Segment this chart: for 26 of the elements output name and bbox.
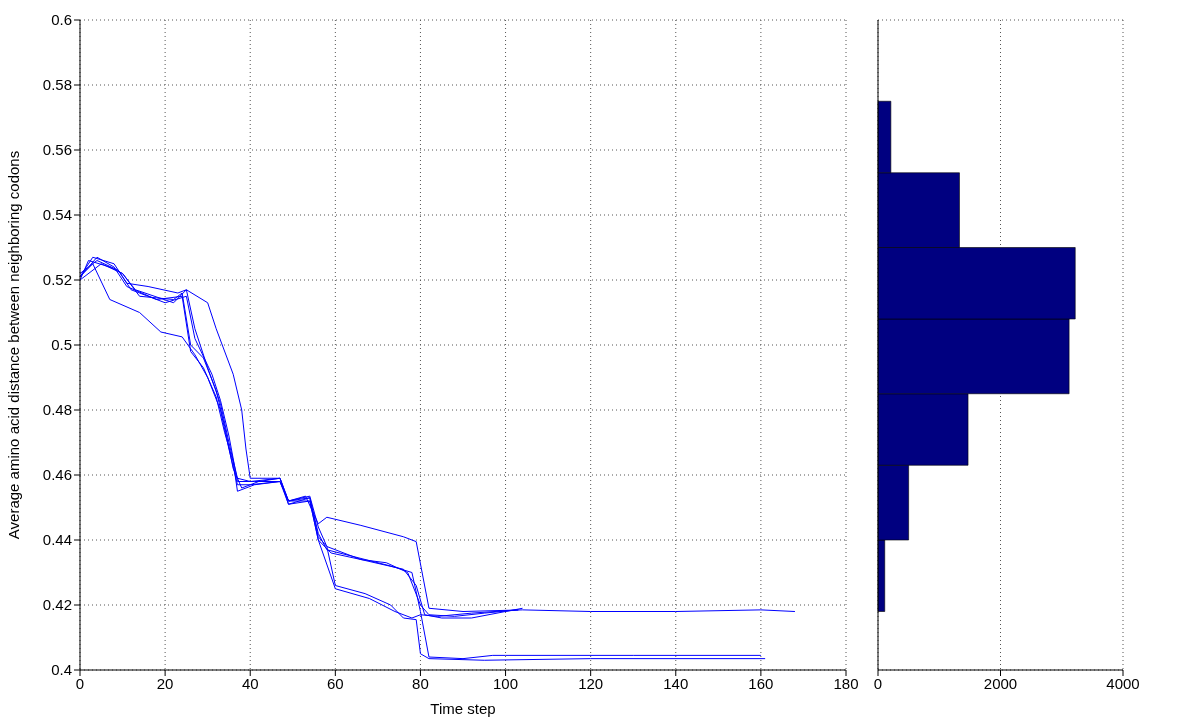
y-tick-label: 0.46 [42, 466, 72, 484]
x-tick-label: 80 [412, 674, 429, 692]
y-tick-label: 0.52 [42, 271, 72, 289]
x-tick-label: 120 [578, 674, 604, 692]
y-tick-label: 0.44 [42, 531, 72, 549]
y-tick-label: 0.4 [51, 661, 72, 679]
x-tick-label: 4000 [1106, 674, 1140, 692]
y-tick-label: 0.6 [51, 11, 72, 29]
y-tick-label: 0.48 [42, 401, 72, 419]
x-tick-label: 180 [833, 674, 859, 692]
x-tick-label: 140 [663, 674, 689, 692]
y-tick-label: 0.5 [51, 336, 72, 354]
x-tick-label: 20 [156, 674, 174, 692]
y-tick-label: 0.58 [42, 76, 72, 94]
y-tick-label: 0.54 [42, 206, 72, 224]
y-tick-label: 0.56 [42, 141, 72, 159]
x-tick-label: 2000 [983, 674, 1018, 692]
x-tick-label: 60 [326, 674, 344, 692]
y-tick-label: 0.42 [42, 596, 72, 614]
y-axis-title: Average amino acid distance between neighboring codons [5, 150, 23, 540]
x-tick-label: 160 [748, 674, 774, 692]
x-tick-label: 0 [75, 674, 85, 692]
x-tick-label: 40 [241, 674, 259, 692]
x-tick-label: 0 [873, 674, 883, 692]
x-axis-title: Time step [430, 700, 496, 717]
x-tick-label: 100 [493, 674, 519, 692]
